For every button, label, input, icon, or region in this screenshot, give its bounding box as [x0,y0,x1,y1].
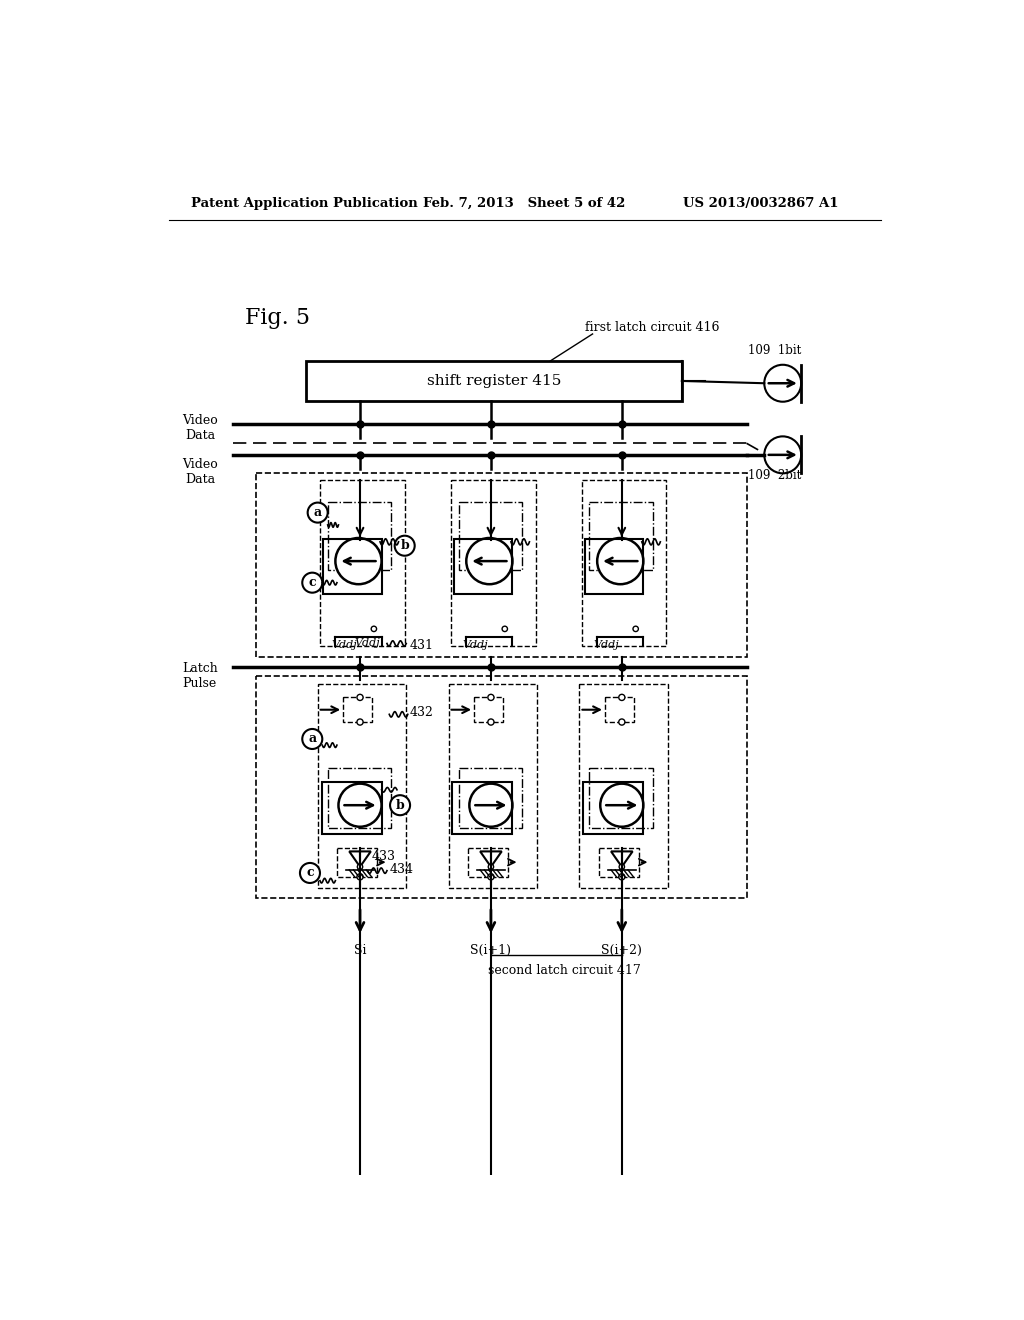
Circle shape [633,626,638,631]
Circle shape [302,573,323,593]
Bar [306,360,682,401]
Text: Feb. 7, 2013   Sheet 5 of 42: Feb. 7, 2013 Sheet 5 of 42 [423,197,626,210]
Circle shape [466,539,512,585]
Bar [322,781,382,834]
Circle shape [339,784,382,826]
Text: c: c [306,866,313,879]
Text: c: c [308,576,316,589]
Bar [323,539,382,594]
Text: 434: 434 [389,862,414,875]
Circle shape [336,539,382,585]
Circle shape [357,694,364,701]
Bar [590,768,652,829]
Text: 433: 433 [372,850,395,863]
Circle shape [618,874,625,880]
Bar [451,480,536,645]
Text: b: b [395,799,404,812]
Bar [453,781,512,834]
Text: a: a [313,506,322,519]
Circle shape [371,626,377,631]
Circle shape [302,729,323,748]
Text: Video
Data: Video Data [182,413,218,441]
Text: Latch
Pulse: Latch Pulse [182,661,218,690]
Text: Video
Data: Video Data [182,458,218,486]
Circle shape [764,364,801,401]
Bar [590,502,652,570]
Text: Vddj: Vddj [594,640,620,649]
Text: 431: 431 [410,639,434,652]
Bar [449,684,538,887]
Text: Fig. 5: Fig. 5 [245,306,309,329]
Text: second latch circuit 417: second latch circuit 417 [487,964,640,977]
Bar [343,697,373,722]
Circle shape [597,539,643,585]
Circle shape [487,719,494,725]
Text: Vddj: Vddj [332,640,357,649]
Circle shape [390,795,410,816]
Bar [584,781,643,834]
Circle shape [488,865,494,870]
Circle shape [764,437,801,474]
Circle shape [600,784,643,826]
Text: US 2013/0032867 A1: US 2013/0032867 A1 [683,197,839,210]
Bar [585,539,643,594]
Text: shift register 415: shift register 415 [427,374,561,388]
Bar [459,502,521,570]
Circle shape [357,874,364,880]
Circle shape [487,694,494,701]
Bar [317,684,407,887]
Circle shape [487,874,494,880]
Circle shape [502,626,508,631]
Bar [337,847,377,876]
Text: first latch circuit 416: first latch circuit 416 [585,321,719,334]
Bar [468,847,508,876]
Circle shape [357,719,364,725]
Text: Si: Si [353,944,367,957]
Text: Patent Application Publication: Patent Application Publication [190,197,418,210]
Bar [328,502,391,570]
Circle shape [307,503,328,523]
Text: S(i+2): S(i+2) [601,944,642,957]
Text: 432: 432 [410,706,434,719]
Bar [328,768,391,829]
Text: 109  2bit: 109 2bit [749,470,802,483]
Circle shape [394,536,415,556]
Circle shape [357,865,362,870]
Bar [474,697,503,722]
Circle shape [469,784,512,826]
Circle shape [300,863,319,883]
Bar [256,676,746,898]
Circle shape [618,719,625,725]
Circle shape [620,865,625,870]
Text: a: a [308,733,316,746]
Bar [256,473,746,657]
Text: S(i+1): S(i+1) [470,944,511,957]
Bar [454,539,512,594]
Bar [605,697,634,722]
Text: Vddj: Vddj [463,640,488,649]
Bar [319,480,404,645]
Bar [580,684,668,887]
Circle shape [618,694,625,701]
Text: Vddj: Vddj [355,639,381,648]
Text: b: b [400,539,409,552]
Text: 109  1bit: 109 1bit [749,345,802,356]
Bar [582,480,667,645]
Bar [599,847,639,876]
Bar [459,768,521,829]
